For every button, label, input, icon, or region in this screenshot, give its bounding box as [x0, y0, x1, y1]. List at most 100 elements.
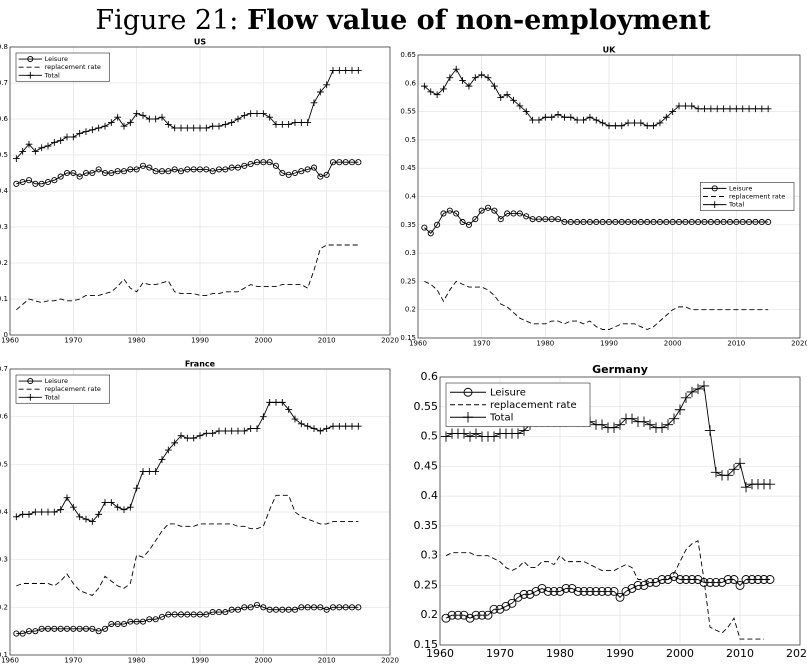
marker [465, 82, 473, 90]
marker [266, 113, 274, 121]
marker [669, 218, 676, 226]
x-tick-label: 1980 [536, 340, 554, 348]
marker [516, 102, 524, 110]
marker [618, 218, 625, 226]
marker [513, 592, 523, 602]
marker [592, 116, 600, 124]
marker [234, 427, 242, 435]
marker [285, 121, 293, 128]
figure-title: Flow value of non-employment [247, 5, 711, 36]
marker [196, 166, 204, 173]
marker [139, 112, 147, 119]
marker [579, 586, 589, 596]
marker [567, 218, 574, 226]
marker [51, 625, 58, 632]
marker [145, 468, 153, 475]
marker [177, 432, 185, 440]
marker [202, 429, 210, 437]
marker [680, 392, 692, 404]
marker [504, 210, 511, 217]
marker [477, 610, 487, 620]
y-tick-label: 0.15 [400, 334, 416, 342]
marker [759, 575, 769, 584]
y-tick-label: 0.5 [0, 151, 8, 159]
marker [427, 230, 434, 237]
y-tick-label: 0.2 [405, 306, 416, 314]
marker [452, 65, 460, 73]
marker [127, 166, 134, 173]
marker [63, 133, 71, 141]
marker [675, 575, 685, 584]
y-tick-label: 0.65 [400, 51, 416, 59]
marker [70, 169, 77, 177]
marker [228, 606, 235, 613]
marker [525, 589, 535, 599]
y-tick-label: 0.4 [421, 489, 439, 502]
marker [491, 207, 498, 214]
marker [626, 413, 638, 424]
marker [95, 628, 102, 635]
marker [82, 515, 90, 523]
marker [291, 169, 299, 177]
marker [240, 427, 248, 435]
marker [133, 110, 141, 117]
marker [433, 91, 441, 98]
marker [278, 121, 286, 128]
legend-label: replacement rate [45, 385, 101, 393]
legend-marker [711, 185, 718, 192]
marker [88, 126, 96, 134]
marker [348, 67, 356, 74]
marker [234, 115, 242, 123]
marker [38, 508, 46, 516]
marker [483, 610, 493, 620]
marker [567, 113, 575, 121]
x-tick-label: 1990 [191, 337, 209, 345]
x-tick-label: 2000 [666, 647, 694, 660]
marker [316, 427, 324, 435]
marker [202, 124, 210, 132]
y-tick-label: 0.25 [414, 578, 439, 591]
y-tick-label: 0.6 [0, 413, 9, 421]
series-line [16, 244, 359, 311]
marker [114, 620, 121, 628]
marker [561, 113, 568, 121]
legend-marker [27, 377, 34, 385]
marker [19, 630, 26, 637]
marker [758, 105, 766, 113]
x-tick-label: 2020 [381, 657, 399, 665]
y-tick-label: 0.7 [0, 365, 8, 373]
legend-marker [26, 71, 34, 79]
marker [687, 575, 697, 584]
marker [95, 511, 103, 518]
marker [209, 609, 216, 616]
legend-label: Leisure [45, 55, 68, 63]
marker [354, 422, 362, 430]
marker [427, 88, 435, 96]
marker [746, 218, 753, 226]
marker [537, 583, 547, 593]
marker [453, 610, 463, 620]
marker [446, 74, 454, 82]
marker [580, 218, 587, 226]
marker [512, 428, 524, 439]
marker [209, 429, 217, 437]
marker [316, 88, 324, 96]
marker [76, 130, 84, 137]
marker [591, 586, 601, 596]
y-tick-label: 0.7 [0, 79, 8, 87]
marker [656, 218, 663, 226]
marker [612, 218, 619, 226]
marker [31, 508, 39, 516]
legend-label: replacement rate [45, 63, 101, 71]
marker [139, 618, 147, 625]
marker [446, 207, 453, 214]
marker [120, 506, 128, 513]
marker [190, 611, 197, 618]
marker [440, 210, 447, 217]
x-tick-label: 1970 [486, 647, 514, 660]
legend-label: Leisure [490, 387, 526, 398]
marker [663, 218, 670, 226]
marker [549, 586, 559, 596]
marker [740, 481, 752, 493]
marker [285, 171, 292, 178]
